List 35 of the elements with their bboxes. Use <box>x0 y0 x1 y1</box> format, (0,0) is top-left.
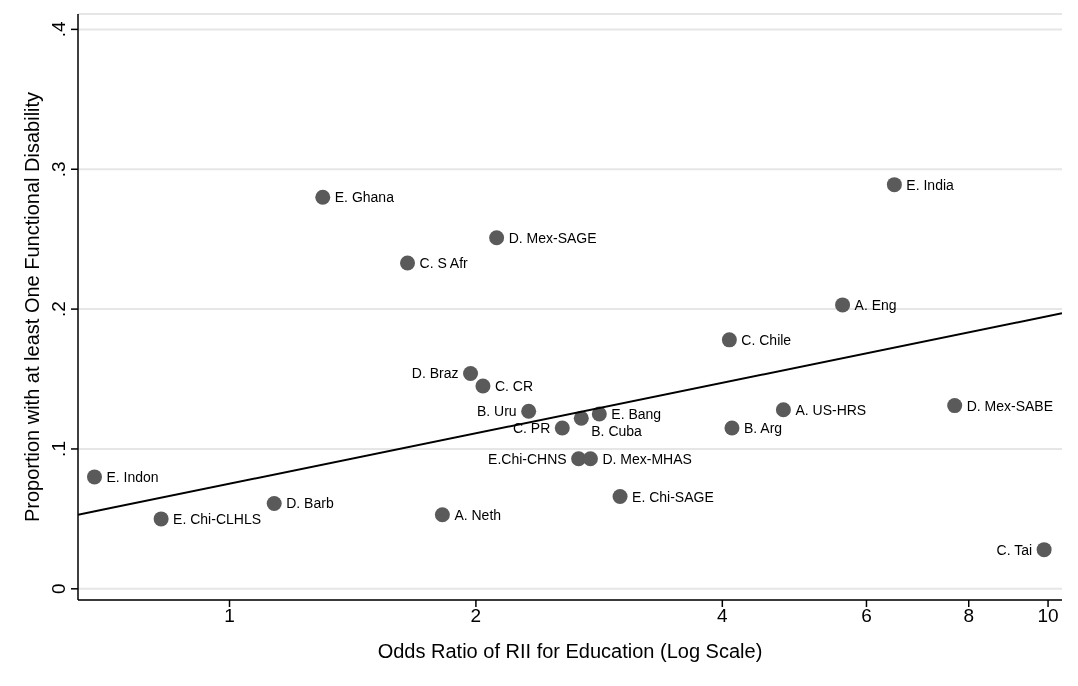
annotation: B. Arg <box>743 419 783 436</box>
x-axis-title: Odds Ratio of RII for Education (Log Scale) <box>377 640 763 663</box>
annotation: D. Mex-MHAS <box>602 450 692 467</box>
y-tick-label: .1 <box>48 441 69 457</box>
annotation: D. Barb <box>286 495 334 512</box>
annotation: B. Cuba <box>591 423 643 440</box>
x-tick-label: 8 <box>963 605 975 627</box>
annotation: C. Chile <box>741 331 792 348</box>
annotation: C. S Afr <box>419 254 469 271</box>
annotation: E. Ghana <box>334 189 395 206</box>
annotation: C. Tai <box>996 541 1033 558</box>
annotation: A. Eng <box>854 296 897 313</box>
x-tick-label: 4 <box>717 605 729 627</box>
annotation: A. US-HRS <box>795 401 867 418</box>
y-tick-label: 0 <box>48 583 69 595</box>
annotation: E. Chi-CLHLS <box>173 510 262 527</box>
annotation: E. Bang <box>611 405 662 422</box>
y-tick-label: .4 <box>48 21 69 38</box>
x-tick-label: 2 <box>470 605 482 627</box>
annotation: D. Braz <box>411 365 459 382</box>
y-tick-label: .3 <box>48 161 69 178</box>
x-tick-label: 10 <box>1037 605 1059 627</box>
x-tick-label: 1 <box>224 605 235 627</box>
y-axis-title: Proportion with at least One Functional Disability <box>21 91 44 523</box>
annotation: D. Mex-SABE <box>966 397 1054 414</box>
annotation: E.Chi-CHNS <box>488 450 567 467</box>
annotation: E. India <box>906 176 955 193</box>
x-tick-label: 6 <box>861 605 872 627</box>
annotation: E. Indon <box>106 468 159 485</box>
annotation: E. Chi-SAGE <box>632 488 714 505</box>
annotation: D. Mex-SAGE <box>508 229 597 246</box>
y-tick-label: .2 <box>48 301 69 318</box>
annotation: A. Neth <box>454 506 502 523</box>
annotation: C. CR <box>494 378 534 395</box>
annotation: B. Uru <box>476 403 517 420</box>
